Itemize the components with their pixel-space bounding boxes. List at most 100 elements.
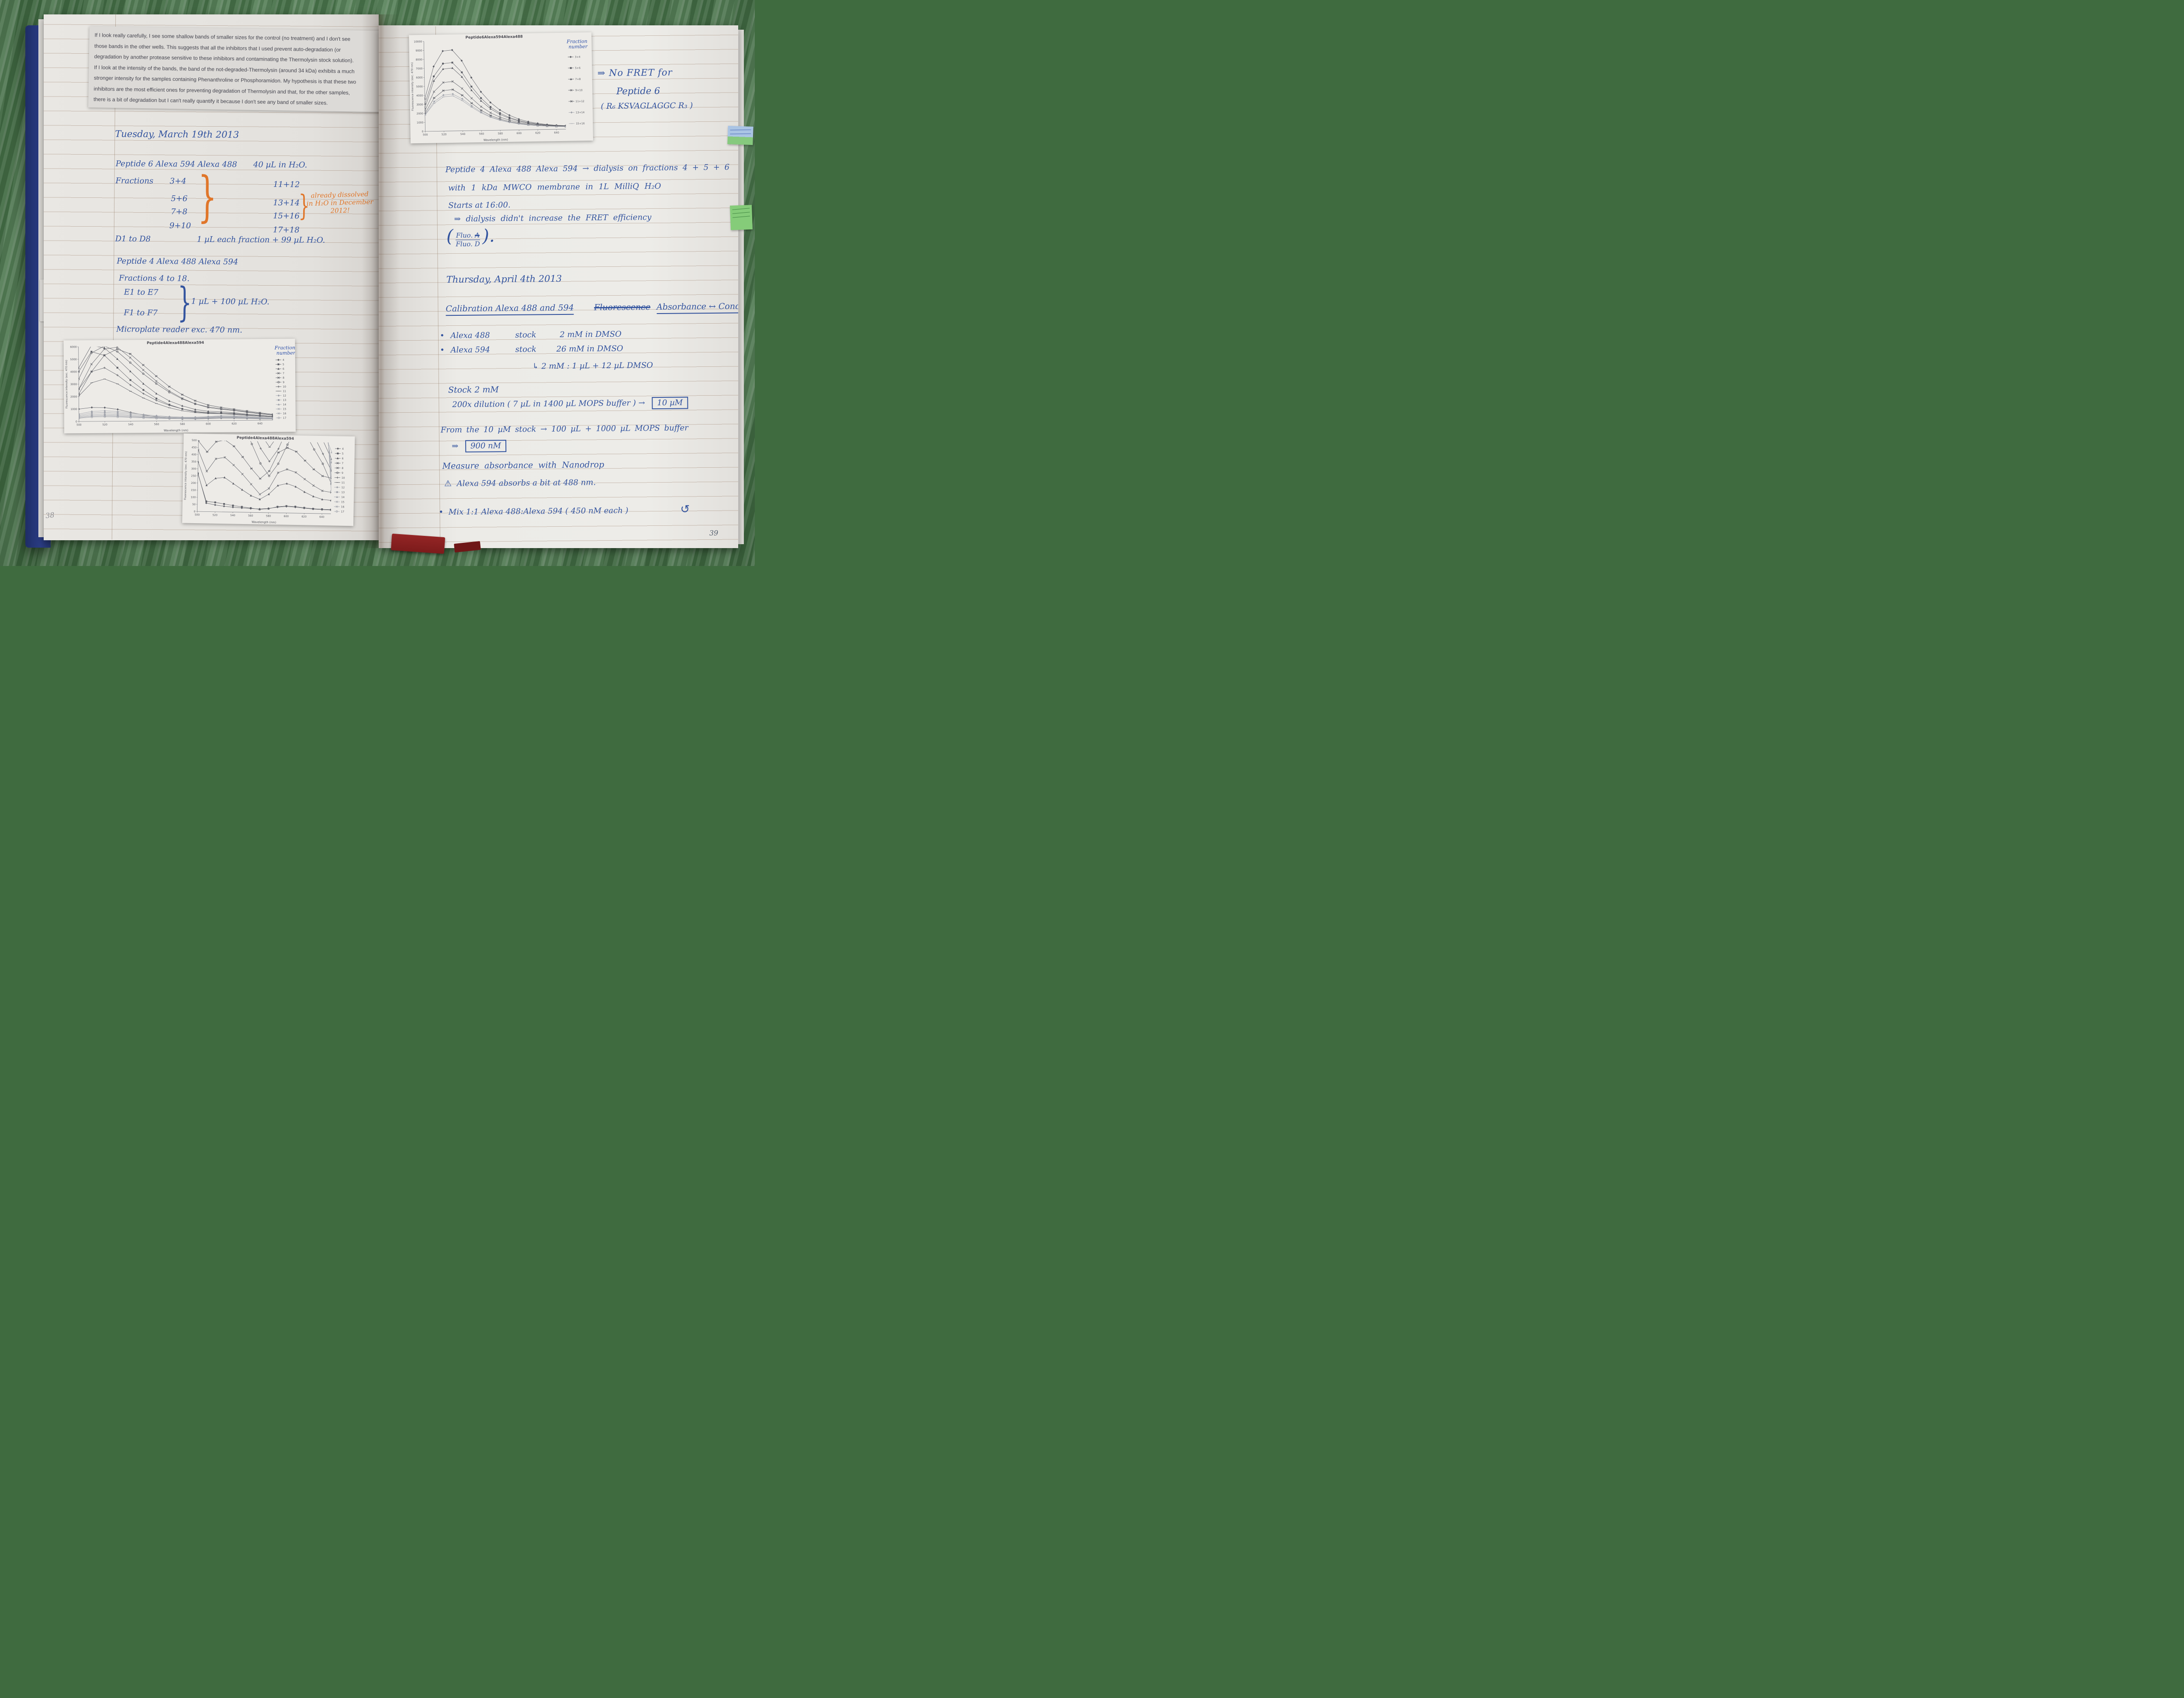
svg-text:12: 12 [341, 486, 345, 489]
svg-text:16: 16 [341, 505, 345, 508]
dialysis-line2: with 1 kDa MWCO membrane in 1L MilliQ H₂… [448, 181, 661, 193]
calibration-tail: Absorbance ↔ Concen. [656, 301, 738, 314]
svg-text:300: 300 [191, 467, 197, 470]
svg-text:Peptide4Alexa488Alexa594: Peptide4Alexa488Alexa594 [237, 436, 294, 441]
svg-text:Wavelength (nm): Wavelength (nm) [484, 138, 508, 142]
right-page: .ct{font:bold 8.5px "DejaVu Sans";fill:#… [379, 25, 738, 548]
svg-text:400: 400 [191, 453, 197, 456]
no-fret-line1: ⇒ No FRET for [597, 67, 673, 79]
svg-text:0: 0 [194, 510, 196, 513]
d-row-label: D1 to D8 [115, 234, 151, 244]
svg-text:Wavelength (nm): Wavelength (nm) [164, 428, 188, 432]
svg-text:450: 450 [192, 446, 197, 449]
svg-text:6: 6 [283, 368, 284, 371]
calibration-struck-word: Fluorescence [594, 302, 651, 313]
svg-text:10: 10 [342, 476, 345, 480]
left-page: If I look really carefully, I see some s… [44, 14, 379, 540]
svg-text:number: number [276, 350, 296, 356]
svg-text:17: 17 [341, 510, 344, 513]
svg-text:600: 600 [284, 515, 289, 518]
peptide6-heading: Peptide 6 Alexa 594 Alexa 488 [115, 159, 237, 169]
svg-text:5: 5 [283, 363, 284, 366]
svg-text:Fluorescence intensity (exc. 4: Fluorescence intensity (exc. 470 nm) [184, 451, 188, 500]
chart-peptide4-upper: .ct{font:bold 8.5px "DejaVu Sans";fill:#… [63, 338, 296, 434]
dialysis-line3: Starts at 16:00. [448, 200, 511, 211]
svg-text:7: 7 [342, 462, 343, 465]
svg-text:9+10: 9+10 [575, 89, 583, 92]
dmso-dilution-line: ↳ 2 mM : 1 µL + 12 µL DMSO [532, 361, 653, 371]
close-paren: ). [482, 226, 495, 246]
svg-text:13+14: 13+14 [576, 111, 585, 114]
svg-text:560: 560 [248, 514, 253, 518]
svg-text:5000: 5000 [70, 358, 77, 361]
result-line: ⇒ 900 nM [452, 440, 507, 452]
svg-text:3000: 3000 [416, 103, 423, 106]
svg-text:620: 620 [535, 131, 540, 135]
stock-line-594: • Alexa 594 stock 26 mM in DMSO [440, 344, 623, 355]
svg-text:11: 11 [342, 481, 345, 484]
svg-text:4: 4 [283, 359, 284, 362]
fraction-denominator: Fluo. D [456, 240, 480, 248]
sticky-tab-green [730, 205, 753, 230]
svg-text:Wavelength (nm): Wavelength (nm) [252, 520, 276, 524]
e-row: E1 to E7 [124, 287, 159, 297]
svg-text:13: 13 [341, 491, 345, 494]
svg-text:3+4: 3+4 [575, 55, 581, 59]
svg-text:350: 350 [191, 460, 197, 463]
svg-text:9000: 9000 [415, 49, 422, 52]
dilution-line: 200x dilution ( 7 µL in 1400 µL MOPS buf… [452, 397, 688, 411]
svg-text:12: 12 [283, 394, 286, 397]
svg-text:14: 14 [341, 496, 345, 499]
svg-text:7+8: 7+8 [575, 78, 581, 81]
svg-text:150: 150 [191, 489, 196, 492]
svg-text:Fraction: Fraction [274, 345, 295, 351]
stock-2mm-heading: Stock 2 mM [448, 385, 499, 395]
no-fret-line2: Peptide 6 [616, 85, 660, 97]
svg-text:200: 200 [191, 482, 196, 485]
svg-text:50: 50 [192, 503, 196, 506]
measure-line: Measure absorbance with Nanodrop [442, 460, 605, 471]
svg-text:520: 520 [442, 133, 447, 136]
fraction-item: 3+4 [169, 176, 187, 186]
blue-brace: } [177, 279, 192, 326]
tab-scribble [732, 214, 750, 218]
svg-text:600: 600 [517, 132, 522, 135]
svg-text:17: 17 [283, 417, 287, 420]
svg-text:Peptide6Alexa594Alexa488: Peptide6Alexa594Alexa488 [465, 35, 522, 40]
boxed-900nm: 900 nM [465, 440, 507, 452]
fraction-item: 9+10 [169, 221, 191, 231]
no-fret-line3: ( R₆ KSVAGLAGGC R₃ ) [601, 101, 693, 111]
date-heading-left: Tuesday, March 19th 2013 [115, 128, 239, 140]
svg-text:250: 250 [191, 475, 196, 478]
tab-scribble [730, 128, 751, 131]
boxed-10um: 10 µM [652, 397, 688, 410]
svg-text:4000: 4000 [416, 94, 423, 97]
svg-text:15: 15 [283, 407, 287, 411]
fraction-item: 5+6 [171, 194, 188, 204]
svg-text:6: 6 [342, 457, 344, 460]
svg-text:620: 620 [301, 515, 307, 518]
svg-text:540: 540 [460, 133, 466, 136]
svg-text:580: 580 [498, 132, 503, 135]
svg-text:640: 640 [554, 131, 559, 135]
svg-text:520: 520 [212, 514, 218, 517]
microplate-note: Microplate reader exc. 470 nm. [116, 324, 242, 335]
svg-text:4000: 4000 [70, 370, 77, 373]
svg-text:number: number [568, 44, 587, 50]
svg-text:540: 540 [128, 423, 134, 426]
svg-text:15+16: 15+16 [576, 122, 585, 125]
svg-text:16: 16 [283, 412, 287, 415]
svg-text:500: 500 [76, 424, 82, 427]
svg-text:4: 4 [342, 448, 344, 451]
svg-text:7: 7 [283, 372, 284, 375]
svg-text:540: 540 [230, 514, 235, 517]
d-row-note: 1 µL each fraction + 99 µL H₂O. [197, 235, 325, 245]
svg-text:6000: 6000 [70, 345, 77, 349]
svg-text:11+12: 11+12 [575, 100, 584, 103]
tab-scribble [732, 210, 750, 214]
fraction-item: 15+16 [273, 211, 300, 221]
fractions-label: Fractions [115, 176, 154, 186]
svg-text:580: 580 [266, 514, 271, 518]
ef-note: 1 µL + 100 µL H₂O. [191, 297, 270, 307]
peptide4-heading: Peptide 4 Alexa 488 Alexa 594 [117, 256, 238, 267]
